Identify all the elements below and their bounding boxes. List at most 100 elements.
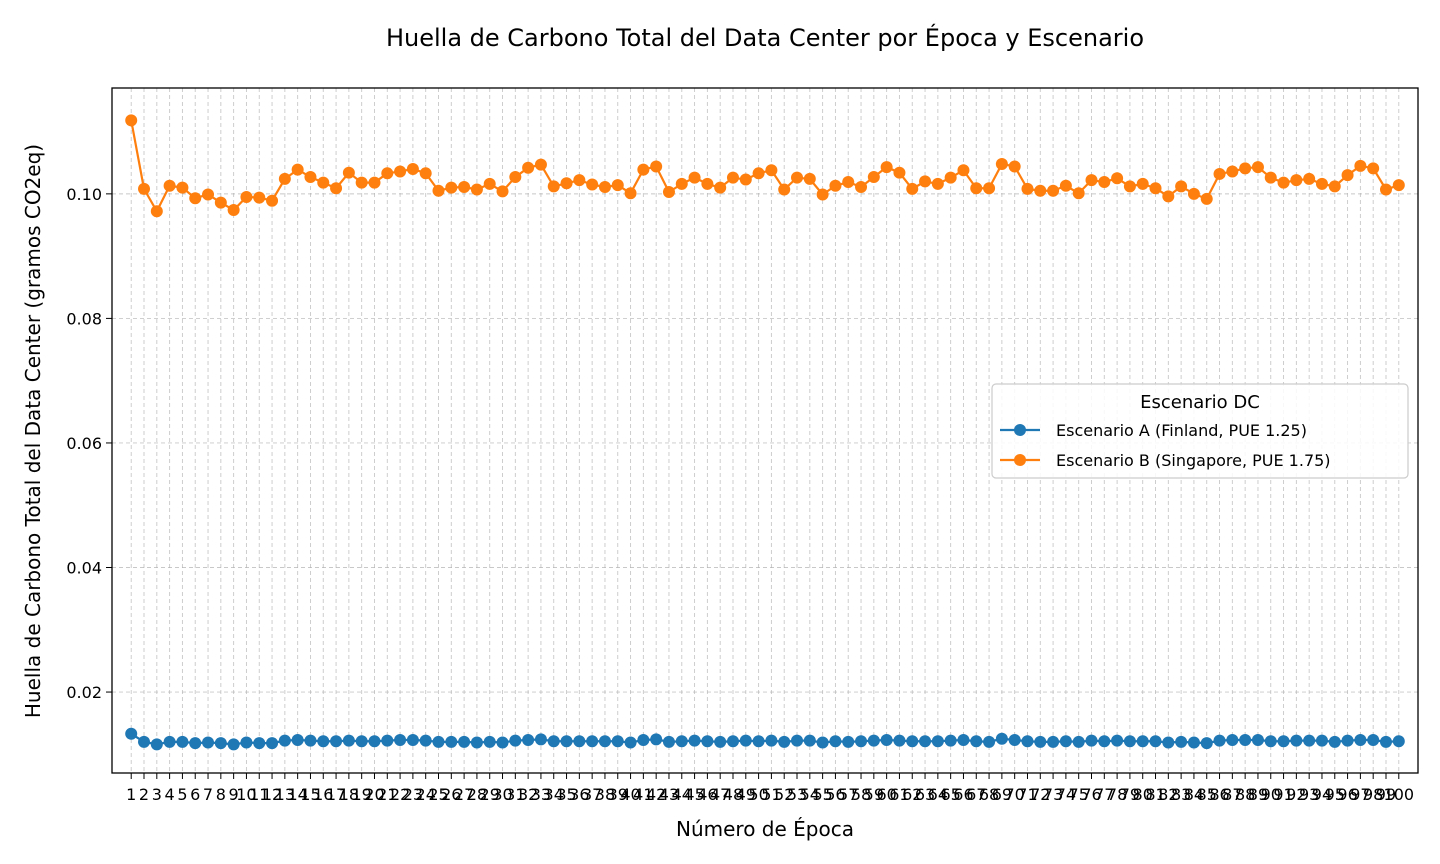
x-tick-label: 18 xyxy=(339,785,359,804)
data-point-escenario-b xyxy=(406,162,419,175)
x-tick-label: 72 xyxy=(1030,785,1050,804)
x-tick-label: 41 xyxy=(633,785,653,804)
data-point-escenario-b xyxy=(1072,187,1085,200)
data-point-escenario-b xyxy=(765,164,778,177)
data-point-escenario-b xyxy=(1098,176,1111,189)
data-point-escenario-b xyxy=(189,192,202,205)
data-point-escenario-a xyxy=(1290,734,1303,747)
x-tick-label: 93 xyxy=(1299,785,1319,804)
data-point-escenario-b xyxy=(1379,183,1392,196)
data-point-escenario-b xyxy=(176,181,189,194)
x-tick-label: 65 xyxy=(940,785,960,804)
x-tick-label: 1 xyxy=(126,785,136,804)
x-tick-label: 39 xyxy=(608,785,628,804)
x-tick-label: 13 xyxy=(275,785,295,804)
x-tick-label: 22 xyxy=(390,785,410,804)
y-tick-label: 0.02 xyxy=(66,683,102,702)
data-point-escenario-a xyxy=(547,735,560,748)
data-point-escenario-b xyxy=(458,181,471,194)
x-tick-label: 61 xyxy=(889,785,909,804)
x-tick-label: 70 xyxy=(1004,785,1024,804)
x-tick-label: 9 xyxy=(229,785,239,804)
data-point-escenario-a xyxy=(266,737,279,750)
data-point-escenario-a xyxy=(470,736,483,749)
data-point-escenario-a xyxy=(791,734,804,747)
x-tick-label: 79 xyxy=(1120,785,1140,804)
data-point-escenario-a xyxy=(1136,735,1149,748)
x-tick-label: 74 xyxy=(1056,785,1076,804)
x-tick-label: 49 xyxy=(736,785,756,804)
data-point-escenario-a xyxy=(662,735,675,748)
data-point-escenario-a xyxy=(1021,735,1034,748)
data-point-escenario-a xyxy=(189,737,202,750)
data-point-escenario-a xyxy=(560,735,573,748)
data-point-escenario-b xyxy=(227,204,240,217)
data-point-escenario-b xyxy=(240,190,253,203)
x-tick-label: 99 xyxy=(1376,785,1396,804)
data-point-escenario-a xyxy=(138,735,151,748)
data-point-escenario-b xyxy=(944,171,957,184)
data-point-escenario-b xyxy=(995,157,1008,170)
data-point-escenario-a xyxy=(1072,735,1085,748)
legend: Escenario DC Escenario A (Finland, PUE 1… xyxy=(991,383,1409,479)
legend-marker-escenario-b xyxy=(1014,454,1026,466)
data-point-escenario-a xyxy=(406,734,419,746)
data-point-escenario-a xyxy=(944,734,957,747)
series-layer xyxy=(125,114,1405,751)
x-tick-label: 71 xyxy=(1017,785,1037,804)
x-tick-label: 85 xyxy=(1197,785,1217,804)
x-axis-ticks: 1 2 3 4 5 6 7 8 91011121314151617181920212223242… xyxy=(126,773,1414,804)
x-tick-label: 64 xyxy=(928,785,948,804)
x-tick-label: 60 xyxy=(876,785,896,804)
data-point-escenario-b xyxy=(1021,182,1034,195)
data-point-escenario-a xyxy=(752,735,765,748)
data-point-escenario-b xyxy=(1047,184,1060,197)
data-point-escenario-b xyxy=(726,171,739,184)
y-tick-label: 0.04 xyxy=(66,559,102,578)
data-point-escenario-a xyxy=(1328,735,1341,748)
x-tick-label: 98 xyxy=(1363,785,1383,804)
data-point-escenario-a xyxy=(214,737,227,750)
data-point-escenario-b xyxy=(829,179,842,192)
data-point-escenario-b xyxy=(470,183,483,196)
data-point-escenario-a xyxy=(150,738,163,751)
x-tick-label: 76 xyxy=(1081,785,1101,804)
plot-frame xyxy=(111,87,1419,774)
data-point-escenario-a xyxy=(586,735,599,748)
x-tick-label: 29 xyxy=(480,785,500,804)
data-point-escenario-b xyxy=(214,196,227,209)
data-point-escenario-b xyxy=(496,185,509,198)
data-point-escenario-a xyxy=(278,734,291,747)
data-point-escenario-b xyxy=(957,164,970,177)
data-point-escenario-a xyxy=(803,734,816,747)
x-tick-label: 2 xyxy=(139,785,149,804)
data-point-escenario-a xyxy=(163,735,176,748)
data-point-escenario-b xyxy=(509,171,522,184)
data-point-escenario-b xyxy=(304,171,317,184)
x-tick-label: 31 xyxy=(505,785,525,804)
data-point-escenario-b xyxy=(1328,180,1341,193)
data-point-escenario-b xyxy=(1175,180,1188,193)
data-point-escenario-b xyxy=(1226,165,1239,178)
data-point-escenario-a xyxy=(419,734,432,747)
data-point-escenario-a xyxy=(227,738,240,751)
data-point-escenario-a xyxy=(1277,735,1290,748)
data-point-escenario-b xyxy=(1315,177,1328,190)
x-tick-label: 3 xyxy=(152,785,162,804)
data-point-escenario-b xyxy=(1136,177,1149,190)
x-tick-label: 58 xyxy=(851,785,871,804)
y-axis-title: Huella de Carbono Total del Data Center … xyxy=(21,144,45,718)
data-point-escenario-a xyxy=(1175,735,1188,748)
data-point-escenario-a xyxy=(1213,734,1226,747)
data-point-escenario-b xyxy=(266,194,279,207)
data-point-escenario-b xyxy=(163,179,176,192)
legend-label-escenario-b: Escenario B (Singapore, PUE 1.75) xyxy=(1056,451,1331,470)
data-point-escenario-a xyxy=(445,735,458,748)
data-point-escenario-b xyxy=(586,178,599,191)
data-point-escenario-a xyxy=(701,735,714,748)
x-tick-label: 87 xyxy=(1222,785,1242,804)
x-tick-label: 23 xyxy=(403,785,423,804)
y-axis-ticks: 0.02 0.04 0.06 0.08 0.10 xyxy=(66,185,112,702)
x-tick-label: 5 xyxy=(177,785,187,804)
